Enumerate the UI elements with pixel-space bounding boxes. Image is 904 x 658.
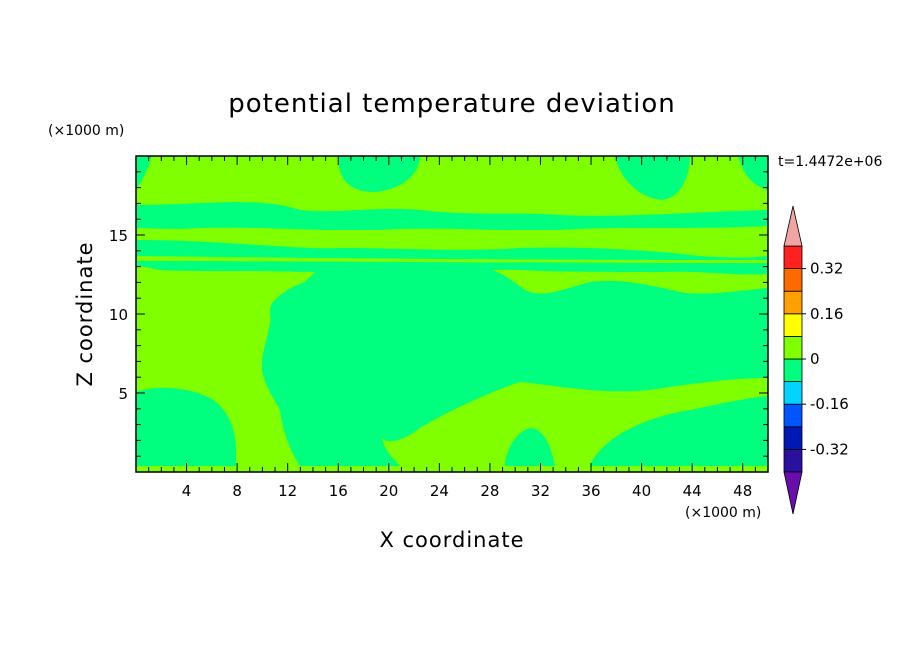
x-tick-label: 40 — [632, 482, 651, 500]
y-tick-label: 15 — [109, 227, 128, 245]
colorbar-label: 0 — [810, 350, 820, 368]
time-label: t=1.4472e+06 — [778, 154, 882, 170]
contour-regions — [136, 156, 768, 466]
contour-region-bottom-right — [590, 396, 768, 466]
contour-region-bottom-center — [505, 428, 555, 466]
chart-title: potential temperature deviation — [228, 89, 675, 119]
colorbar-band — [783, 358, 803, 383]
x-tick-label: 20 — [379, 482, 398, 500]
x-tick-label: 12 — [278, 482, 297, 500]
colorbar-min-extension — [783, 471, 803, 515]
contour-region-bottom-left — [136, 387, 236, 466]
colorbar-band — [783, 426, 803, 450]
colorbar-label: -0.32 — [810, 440, 849, 458]
x-tick-label: 16 — [329, 482, 348, 500]
x-tick-label: 32 — [531, 482, 550, 500]
x-tick-label: 44 — [683, 482, 702, 500]
thin-level-bands — [136, 230, 768, 263]
y-axis-ticks: 5 10 15 — [109, 171, 768, 457]
thin-band-2 — [136, 256, 768, 263]
contour-region-top-right — [615, 156, 690, 200]
y-tick-label: 10 — [109, 306, 128, 324]
contour-region-top-right-2 — [738, 156, 768, 190]
x-tick-label: 8 — [232, 482, 242, 500]
colorbar-band — [783, 403, 803, 428]
contour-region-upper-band — [136, 202, 768, 231]
x-axis-ticks: 4 8 12 16 20 24 28 32 36 40 44 48 — [148, 156, 756, 500]
colorbar-band — [783, 268, 803, 292]
colorbar-band — [783, 313, 803, 337]
colorbar-max-extension — [783, 205, 803, 247]
x-tick-label: 48 — [733, 482, 752, 500]
x-tick-label: 36 — [581, 482, 600, 500]
x-tick-label: 28 — [480, 482, 499, 500]
colorbar-band — [783, 381, 803, 405]
colorbar-band — [783, 290, 803, 315]
colorbar-band — [783, 448, 803, 473]
y-axis-label: Z coordinate — [73, 241, 97, 386]
y-unit-label: (×1000 m) — [48, 123, 124, 139]
colorbar-label: -0.16 — [810, 395, 849, 413]
x-tick-label: 24 — [430, 482, 449, 500]
colorbar-label: 0.32 — [810, 260, 843, 278]
x-tick-label: 4 — [182, 482, 192, 500]
colorbar-band — [783, 245, 803, 270]
x-axis-label: X coordinate — [379, 528, 524, 552]
thin-band-1 — [136, 230, 768, 234]
colorbar: 0.32 0.16 0 -0.16 -0.32 — [783, 205, 849, 515]
x-unit-label: (×1000 m) — [685, 505, 761, 521]
colorbar-band — [783, 335, 803, 360]
colorbar-label: 0.16 — [810, 305, 843, 323]
contour-region-top-left — [136, 156, 152, 188]
contour-region-main — [261, 262, 768, 466]
y-tick-label: 5 — [118, 385, 128, 403]
contour-region-top-middle — [338, 156, 420, 192]
